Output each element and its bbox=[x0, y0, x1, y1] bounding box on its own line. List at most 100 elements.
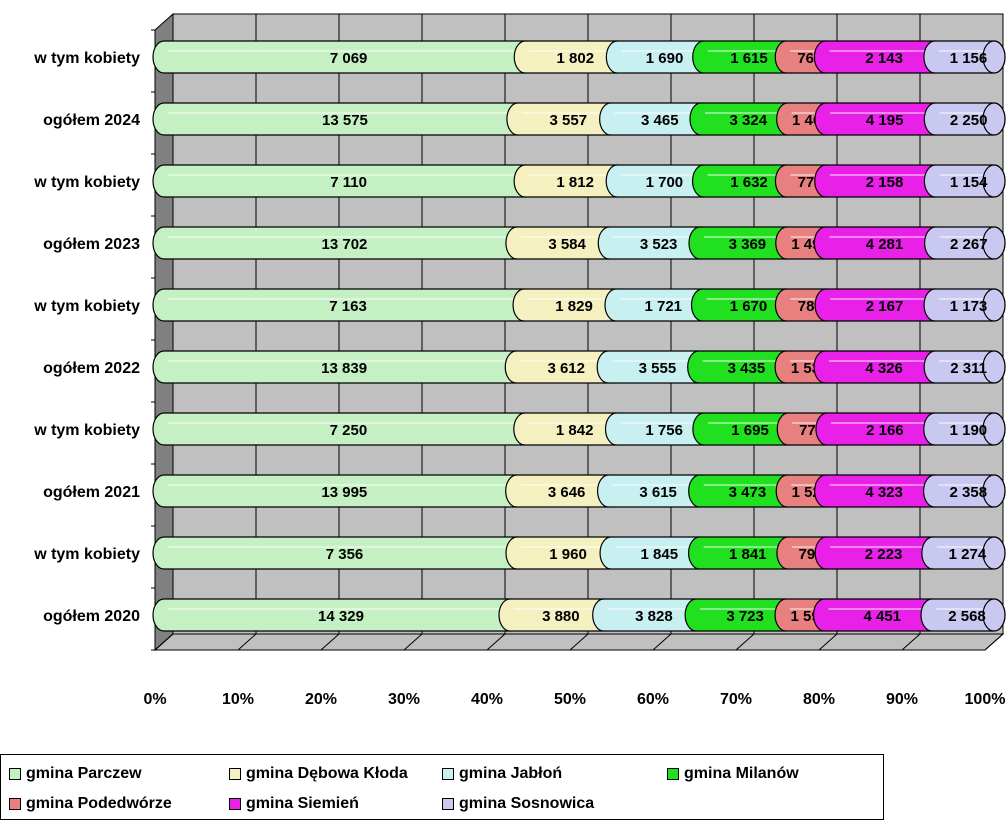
x-tick-label: 30% bbox=[388, 691, 420, 708]
data-label: 3 612 bbox=[547, 360, 585, 377]
bar-end-cap bbox=[982, 226, 1006, 260]
data-label: 1 670 bbox=[730, 298, 768, 315]
data-label: 4 326 bbox=[865, 360, 903, 377]
data-label: 3 465 bbox=[641, 112, 679, 129]
data-label: 1 829 bbox=[555, 298, 593, 315]
data-label: 3 646 bbox=[548, 484, 586, 501]
category-label: w tym kobiety bbox=[33, 298, 140, 315]
data-label: 1 802 bbox=[557, 50, 595, 67]
category-label: ogółem 2021 bbox=[43, 484, 140, 501]
category-label: w tym kobiety bbox=[33, 50, 140, 67]
data-label: 1 721 bbox=[644, 298, 682, 315]
floor-gridline bbox=[569, 633, 589, 651]
bar-end-cap bbox=[982, 102, 1006, 136]
data-label: 4 281 bbox=[866, 236, 904, 253]
floor-gridline bbox=[652, 633, 672, 651]
data-label: 1 154 bbox=[950, 174, 988, 191]
floor-gridline bbox=[984, 633, 1004, 651]
legend-swatch bbox=[229, 768, 241, 780]
bar-end-cap bbox=[982, 40, 1006, 74]
data-label: 1 756 bbox=[645, 422, 683, 439]
data-label: 2 358 bbox=[950, 484, 988, 501]
legend-item: gmina Jabłoń bbox=[442, 765, 562, 783]
data-label: 3 324 bbox=[730, 112, 768, 129]
data-label: 3 435 bbox=[728, 360, 766, 377]
x-tick-label: 100% bbox=[965, 691, 1006, 708]
x-tick-label: 40% bbox=[471, 691, 503, 708]
data-label: 1 841 bbox=[729, 546, 767, 563]
legend-label: gmina Podedwórze bbox=[26, 795, 172, 812]
data-label: 1 960 bbox=[549, 546, 587, 563]
bar-end-cap bbox=[982, 350, 1006, 384]
data-label: 7 250 bbox=[330, 422, 368, 439]
category-label: ogółem 2024 bbox=[43, 112, 140, 129]
x-tick-label: 70% bbox=[720, 691, 752, 708]
data-label: 3 369 bbox=[729, 236, 767, 253]
legend-item: gmina Dębowa Kłoda bbox=[229, 765, 408, 783]
data-label: 7 163 bbox=[329, 298, 367, 315]
bar-end-cap bbox=[982, 474, 1006, 508]
bar-end-cap bbox=[982, 288, 1006, 322]
floor-gridline bbox=[901, 633, 921, 651]
data-label: 7 356 bbox=[326, 546, 364, 563]
floor-gridline bbox=[320, 633, 340, 651]
data-label: 3 523 bbox=[640, 236, 678, 253]
legend-swatch bbox=[9, 768, 21, 780]
floor-gridline bbox=[154, 633, 174, 651]
data-label: 1 190 bbox=[950, 422, 988, 439]
data-label: 3 555 bbox=[639, 360, 677, 377]
bar-end-cap bbox=[982, 164, 1006, 198]
category-label: w tym kobiety bbox=[33, 546, 140, 563]
data-label: 1 632 bbox=[730, 174, 768, 191]
data-label: 7 069 bbox=[330, 50, 368, 67]
data-label: 2 166 bbox=[866, 422, 904, 439]
data-label: 1 690 bbox=[646, 50, 684, 67]
data-label: 2 250 bbox=[950, 112, 988, 129]
data-label: 1 812 bbox=[556, 174, 594, 191]
floor-gridline bbox=[735, 633, 755, 651]
data-label: 13 839 bbox=[321, 360, 367, 377]
legend-item: gmina Siemień bbox=[229, 795, 359, 813]
x-tick-label: 50% bbox=[554, 691, 586, 708]
data-label: 3 557 bbox=[550, 112, 588, 129]
data-label: 4 451 bbox=[863, 608, 901, 625]
data-label: 2 311 bbox=[950, 360, 987, 377]
x-tick-label: 10% bbox=[222, 691, 254, 708]
legend-item: gmina Sosnowica bbox=[442, 795, 594, 813]
category-label: w tym kobiety bbox=[33, 422, 140, 439]
data-label: 3 615 bbox=[639, 484, 677, 501]
legend-label: gmina Milanów bbox=[684, 765, 799, 782]
legend-label: gmina Sosnowica bbox=[459, 795, 595, 812]
data-label: 4 323 bbox=[865, 484, 903, 501]
floor-gridline bbox=[818, 633, 838, 651]
data-label: 13 995 bbox=[321, 484, 367, 501]
data-label: 2 223 bbox=[865, 546, 903, 563]
legend-swatch bbox=[229, 798, 241, 810]
legend-item: gmina Podedwórze bbox=[9, 795, 172, 813]
data-label: 2 267 bbox=[950, 236, 988, 253]
data-label: 3 828 bbox=[635, 608, 673, 625]
legend-label: gmina Jabłoń bbox=[459, 765, 563, 782]
data-label: 7 110 bbox=[330, 174, 367, 191]
legend-swatch bbox=[442, 798, 454, 810]
x-tick-label: 90% bbox=[886, 691, 918, 708]
data-label: 1 695 bbox=[731, 422, 769, 439]
x-tick-label: 0% bbox=[143, 691, 166, 708]
data-label: 2 158 bbox=[866, 174, 904, 191]
legend: gmina Parczew gmina Dębowa Kłoda gmina Jab… bbox=[0, 754, 884, 820]
data-label: 13 575 bbox=[322, 112, 368, 129]
category-label: w tym kobiety bbox=[33, 174, 140, 191]
legend-label: gmina Dębowa Kłoda bbox=[246, 765, 408, 782]
x-tick-label: 20% bbox=[305, 691, 337, 708]
data-label: 2 568 bbox=[948, 608, 986, 625]
data-label: 2 143 bbox=[865, 50, 903, 67]
bar-end-cap bbox=[982, 412, 1006, 446]
category-label: ogółem 2020 bbox=[43, 608, 140, 625]
legend-swatch bbox=[667, 768, 679, 780]
data-label: 1 274 bbox=[949, 546, 987, 563]
data-label: 1 173 bbox=[950, 298, 988, 315]
data-label: 1 700 bbox=[646, 174, 684, 191]
data-label: 3 723 bbox=[726, 608, 764, 625]
